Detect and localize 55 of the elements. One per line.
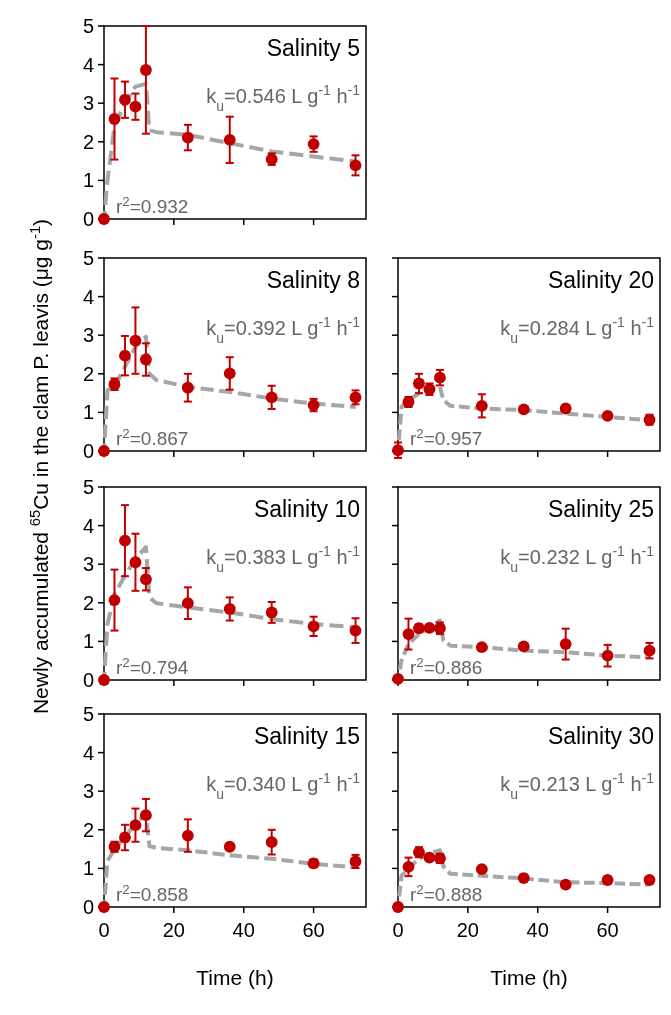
y-tick-label: 0 <box>82 440 94 462</box>
x-axis-title: Time (h) <box>490 966 568 989</box>
y-tick-label: 4 <box>82 741 94 764</box>
annotation: k$_{u}$=0.232 L g$^{-1}$ h$^{-1}$ <box>500 543 655 576</box>
y-tick-label: 4 <box>82 53 94 76</box>
x-tick-label: 60 <box>596 919 619 941</box>
x-tick-label: 0 <box>392 919 404 941</box>
annotation: r$^{2}$=0.886 <box>410 654 483 678</box>
x-tick-label: 0 <box>98 919 110 941</box>
x-tick-label: 40 <box>526 919 549 941</box>
annotation: k$_{u}$=0.392 L g$^{-1}$ h$^{-1}$ <box>206 314 361 347</box>
y-tick-label: 3 <box>82 553 94 576</box>
annotation: k$_{u}$=0.213 L g$^{-1}$ h$^{-1}$ <box>500 770 655 803</box>
y-tick-label: 5 <box>82 15 94 37</box>
annotation: k$_{u}$=0.340 L g$^{-1}$ h$^{-1}$ <box>206 770 361 803</box>
y-tick-label: 1 <box>82 401 94 424</box>
annotation: r$^{2}$=0.794 <box>116 654 189 678</box>
y-tick-label: 4 <box>82 514 94 537</box>
annotation: r$^{2}$=0.957 <box>410 425 483 449</box>
chart-title: Salinity 20 <box>547 267 654 293</box>
annotation: r$^{2}$=0.858 <box>116 881 189 905</box>
annotation: k$_{u}$=0.546 L g$^{-1}$ h$^{-1}$ <box>206 82 361 115</box>
annotation: k$_{u}$=0.284 L g$^{-1}$ h$^{-1}$ <box>500 314 655 347</box>
y-tick-label: 2 <box>82 591 94 614</box>
y-tick-label: 0 <box>82 669 94 691</box>
y-tick-label: 1 <box>82 169 94 192</box>
chart-title: Salinity 5 <box>266 35 360 61</box>
chart-title: Salinity 10 <box>253 496 360 522</box>
chart-title: Salinity 8 <box>266 267 360 293</box>
annotation: r$^{2}$=0.867 <box>116 425 189 449</box>
y-tick-label: 1 <box>82 630 94 653</box>
annotation: r$^{2}$=0.888 <box>410 881 483 905</box>
y-tick-label: 3 <box>82 92 94 115</box>
y-tick-label: 5 <box>82 247 94 269</box>
y-tick-label: 2 <box>82 362 94 385</box>
y-tick-label: 2 <box>82 130 94 153</box>
y-tick-label: 5 <box>82 476 94 498</box>
x-tick-label: 60 <box>302 919 325 941</box>
x-axis-title: Time (h) <box>196 966 274 989</box>
y-tick-label: 5 <box>82 703 94 725</box>
chart-title: Salinity 30 <box>547 723 654 749</box>
y-tick-label: 4 <box>82 285 94 308</box>
x-tick-label: 20 <box>162 919 185 941</box>
y-tick-label: 0 <box>82 896 94 918</box>
x-tick-label: 20 <box>456 919 479 941</box>
annotation: k$_{u}$=0.383 L g$^{-1}$ h$^{-1}$ <box>206 543 361 576</box>
y-tick-label: 2 <box>82 818 94 841</box>
y-tick-label: 3 <box>82 324 94 347</box>
y-tick-label: 3 <box>82 780 94 803</box>
x-tick-label: 40 <box>232 919 255 941</box>
chart-title: Salinity 25 <box>547 496 654 522</box>
y-tick-label: 0 <box>82 208 94 230</box>
y-tick-label: 1 <box>82 857 94 880</box>
annotation: r$^{2}$=0.932 <box>116 193 189 217</box>
chart-title: Salinity 15 <box>253 723 360 749</box>
